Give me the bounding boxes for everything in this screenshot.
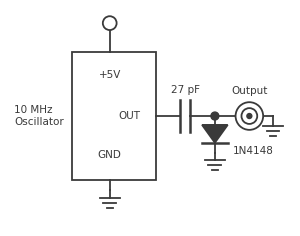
Text: GND: GND <box>98 150 122 160</box>
Text: +5V: +5V <box>98 70 121 80</box>
Text: 27 pF: 27 pF <box>171 85 200 95</box>
Circle shape <box>242 108 257 124</box>
Text: OUT: OUT <box>118 111 140 121</box>
Circle shape <box>236 102 263 130</box>
Circle shape <box>103 16 117 30</box>
Circle shape <box>211 112 219 120</box>
Text: 1N4148: 1N4148 <box>232 146 274 156</box>
Bar <box>72 52 156 180</box>
Polygon shape <box>202 125 228 143</box>
Circle shape <box>247 114 252 118</box>
Text: 10 MHz
Oscillator: 10 MHz Oscillator <box>14 105 64 127</box>
Text: Output: Output <box>231 86 268 96</box>
